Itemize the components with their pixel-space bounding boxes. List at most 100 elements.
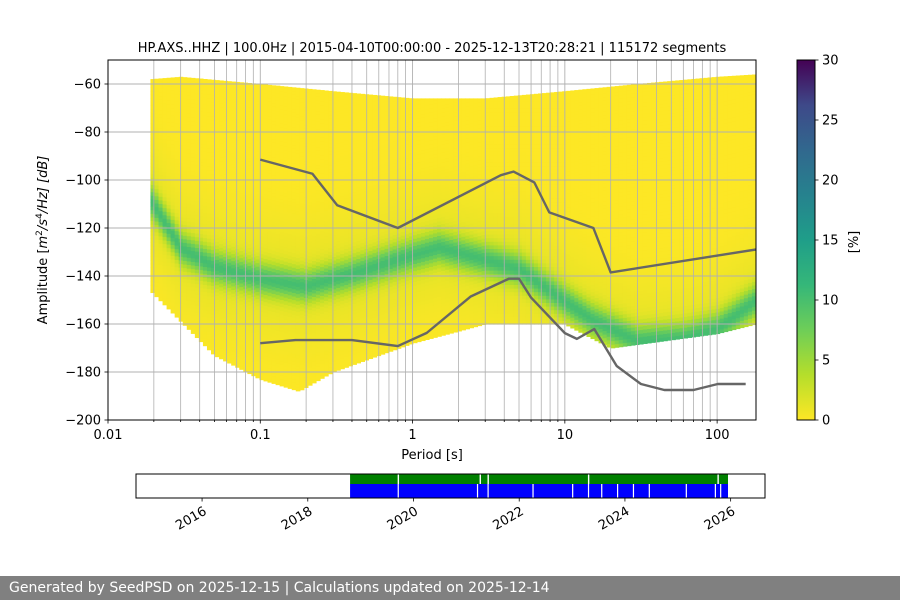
density-cell [231,285,236,291]
density-cell [259,192,265,197]
density-cell [332,313,337,319]
density-cell [368,146,374,151]
density-cell [315,193,321,198]
density-cell [247,171,252,177]
density-cell [271,318,277,323]
density-cell [291,205,297,211]
density-cell [396,99,402,105]
density-cell [315,189,321,194]
density-cell [202,305,208,311]
density-cell [271,379,277,384]
density-cell [190,110,196,115]
density-cell [206,202,212,207]
density-cell [227,337,232,342]
density-cell [227,182,232,188]
density-cell [336,139,341,144]
density-cell [352,169,357,175]
density-cell [352,288,357,293]
density-cell [348,95,353,100]
density-cell [255,298,261,303]
density-cell [348,300,353,306]
density-cell [380,256,386,262]
density-cell [307,136,313,141]
density-cell [360,271,366,276]
density-cell [320,144,325,149]
density-cell [211,173,216,178]
density-cell [348,279,353,284]
density-cell [231,235,236,240]
density-cell [275,308,281,314]
density-cell [263,143,269,148]
density-cell [255,291,261,296]
density-cell [211,90,216,96]
density-cell [344,327,349,332]
density-cell [174,86,180,91]
density-cell [239,354,244,360]
density-cell [202,313,208,318]
density-cell [194,204,200,209]
density-cell [404,312,410,318]
density-cell [396,243,402,249]
density-cell [170,219,176,224]
density-cell [340,92,345,96]
density-cell [340,159,345,165]
density-cell [356,204,361,209]
density-cell [247,150,252,155]
density-cell [299,242,305,247]
density-cell [408,156,414,161]
density-cell [186,221,192,226]
density-cell [231,116,236,121]
density-cell [170,125,176,130]
density-cell [315,92,321,97]
density-cell [311,224,317,229]
density-cell [198,240,204,245]
density-cell [154,152,160,157]
density-cell [291,360,297,365]
density-cell [307,345,313,350]
density-cell [219,283,224,288]
density-cell [275,240,281,245]
density-cell [223,202,228,207]
density-cell [239,275,244,280]
density-cell [283,171,289,176]
density-cell [206,108,212,113]
density-cell [215,180,220,185]
density-cell [408,340,414,345]
density-cell [336,233,341,238]
density-cell [231,159,236,165]
density-cell [295,171,301,176]
density-cell [202,165,208,170]
density-cell [299,332,305,337]
density-cell [396,330,402,335]
density-cell [287,96,293,101]
density-cell [336,143,341,148]
density-cell [332,238,337,243]
density-cell [400,231,406,236]
density-cell [162,121,168,126]
density-cell [150,105,156,110]
density-cell [299,94,305,99]
density-cell [227,265,232,270]
density-cell [170,280,176,285]
density-cell [324,264,329,269]
density-cell [162,110,168,115]
density-cell [255,320,261,325]
density-cell [368,102,374,108]
density-cell [352,349,357,355]
density-cell [150,83,156,88]
density-cell [408,196,414,201]
density-cell [211,306,216,312]
density-cell [332,303,337,308]
density-cell [372,328,378,333]
density-cell [283,286,289,291]
density-cell [215,187,220,192]
density-cell [392,284,398,290]
density-cell [219,250,224,255]
density-cell [215,295,220,300]
density-cell [287,294,293,299]
density-cell [202,93,208,98]
density-cell [182,202,188,207]
density-cell [235,230,240,235]
density-cell [352,115,357,121]
density-cell [295,228,301,233]
